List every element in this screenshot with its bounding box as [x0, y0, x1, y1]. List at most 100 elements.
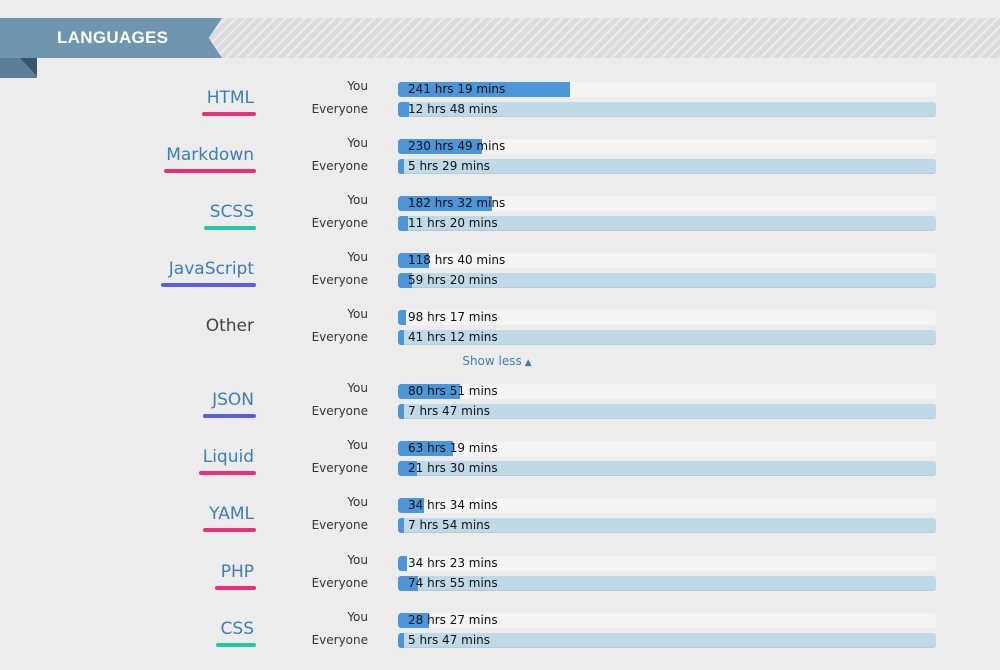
everyone-time-value: 11 hrs 20 mins [408, 216, 498, 230]
you-bar-fill [398, 556, 407, 571]
language-name-javascript[interactable]: JavaScript [168, 259, 254, 279]
you-bar-fill [398, 253, 429, 268]
you-time-value: 118 hrs 40 mins [408, 253, 506, 267]
you-bar: 230 hrs 49 mins [398, 139, 936, 154]
everyone-time-value: 7 hrs 54 mins [408, 518, 491, 532]
you-time-value: 241 hrs 19 mins [408, 82, 506, 96]
everyone-bar: 41 hrs 12 mins [398, 330, 936, 345]
you-bar: 80 hrs 51 mins [398, 384, 936, 399]
everyone-label: Everyone [311, 461, 368, 475]
language-name-html[interactable]: HTML [206, 88, 254, 108]
language-underline [215, 586, 256, 590]
you-time-value: 34 hrs 34 mins [408, 498, 498, 512]
section-title: LANGUAGES [57, 28, 169, 47]
you-bar: 118 hrs 40 mins [398, 253, 936, 268]
you-bar-fill [398, 613, 429, 628]
language-name-scss[interactable]: SCSS [209, 202, 254, 222]
you-bar-fill [398, 139, 482, 154]
section-ribbon [0, 18, 222, 58]
you-time-value: 182 hrs 32 mins [408, 196, 506, 210]
you-time-value: 34 hrs 23 mins [408, 556, 498, 570]
you-bar: 182 hrs 32 mins [398, 196, 936, 211]
header-stripe [205, 18, 1000, 58]
language-name-css[interactable]: CSS [220, 619, 254, 639]
you-time-value: 98 hrs 17 mins [408, 310, 498, 324]
everyone-time-value: 7 hrs 47 mins [408, 404, 491, 418]
language-underline [199, 471, 256, 475]
you-bar-fill [398, 498, 424, 513]
you-bar: 34 hrs 34 mins [398, 498, 936, 513]
you-bar-fill [398, 82, 570, 97]
everyone-bar-fill [398, 273, 412, 288]
language-underline [203, 414, 256, 418]
everyone-label: Everyone [311, 273, 368, 287]
everyone-time-value: 21 hrs 30 mins [408, 461, 498, 475]
you-bar-fill [398, 441, 453, 456]
you-label: You [347, 79, 368, 93]
language-underline [161, 283, 256, 287]
language-underline [204, 226, 256, 230]
you-time-value: 230 hrs 49 mins [408, 139, 506, 153]
everyone-label: Everyone [311, 102, 368, 116]
you-bar: 28 hrs 27 mins [398, 613, 936, 628]
everyone-label: Everyone [311, 330, 368, 344]
everyone-bar-fill [398, 461, 417, 476]
everyone-time-value: 59 hrs 20 mins [408, 273, 498, 287]
everyone-label: Everyone [311, 518, 368, 532]
show-less-button[interactable]: Show less ▲ [0, 354, 994, 368]
you-time-value: 80 hrs 51 mins [408, 384, 498, 398]
everyone-bar: 74 hrs 55 mins [398, 576, 936, 591]
everyone-label: Everyone [311, 216, 368, 230]
everyone-bar: 7 hrs 54 mins [398, 518, 936, 533]
everyone-label: Everyone [311, 576, 368, 590]
language-underline [164, 169, 256, 173]
you-bar: 63 hrs 19 mins [398, 441, 936, 456]
everyone-bar: 11 hrs 20 mins [398, 216, 936, 231]
you-label: You [347, 136, 368, 150]
everyone-bar: 21 hrs 30 mins [398, 461, 936, 476]
everyone-label: Everyone [311, 159, 368, 173]
everyone-time-value: 5 hrs 29 mins [408, 159, 491, 173]
everyone-label: Everyone [311, 633, 368, 647]
everyone-bar-fill [398, 518, 404, 533]
you-label: You [347, 193, 368, 207]
language-name-yaml[interactable]: YAML [209, 504, 254, 524]
language-name-php[interactable]: PHP [220, 562, 254, 582]
ribbon-fold-corner [20, 58, 37, 76]
everyone-bar-fill [398, 633, 404, 648]
language-underline [203, 528, 256, 532]
you-label: You [347, 381, 368, 395]
you-label: You [347, 250, 368, 264]
everyone-bar: 5 hrs 29 mins [398, 159, 936, 174]
everyone-time-value: 41 hrs 12 mins [408, 330, 498, 344]
language-name-json[interactable]: JSON [212, 390, 254, 410]
you-label: You [347, 553, 368, 567]
you-bar-fill [398, 310, 406, 325]
you-bar: 98 hrs 17 mins [398, 310, 936, 325]
chevron-up-icon: ▲ [524, 358, 532, 368]
you-label: You [347, 495, 368, 509]
you-label: You [347, 610, 368, 624]
you-bar-fill [398, 196, 492, 211]
you-label: You [347, 438, 368, 452]
everyone-bar-fill [398, 216, 408, 231]
everyone-bar-fill [398, 576, 418, 591]
everyone-bar-fill [398, 330, 404, 345]
you-label: You [347, 307, 368, 321]
language-name-liquid[interactable]: Liquid [202, 447, 254, 467]
everyone-time-value: 5 hrs 47 mins [408, 633, 491, 647]
everyone-label: Everyone [311, 404, 368, 418]
you-bar-fill [398, 384, 460, 399]
everyone-time-value: 12 hrs 48 mins [408, 102, 498, 116]
you-bar: 34 hrs 23 mins [398, 556, 936, 571]
everyone-bar: 5 hrs 47 mins [398, 633, 936, 648]
you-time-value: 28 hrs 27 mins [408, 613, 498, 627]
everyone-bar: 59 hrs 20 mins [398, 273, 936, 288]
language-underline [202, 112, 256, 116]
everyone-time-value: 74 hrs 55 mins [408, 576, 498, 590]
language-name-other: Other [205, 316, 254, 336]
language-name-markdown[interactable]: Markdown [166, 145, 254, 165]
language-underline [216, 643, 256, 647]
you-time-value: 63 hrs 19 mins [408, 441, 498, 455]
show-less-label: Show less [462, 354, 522, 368]
